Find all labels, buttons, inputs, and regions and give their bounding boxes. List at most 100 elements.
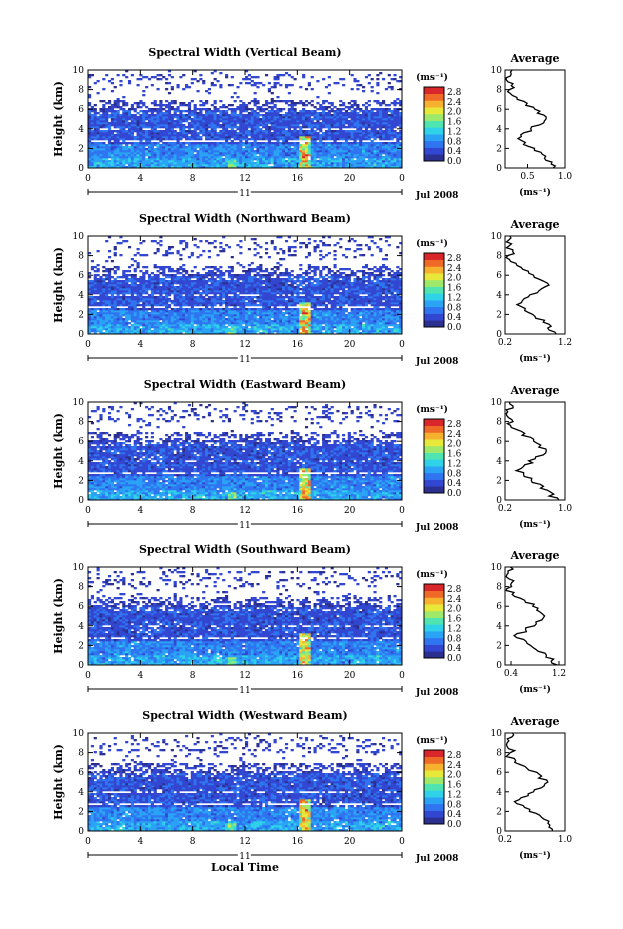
heatmap-cell: [127, 164, 132, 167]
heatmap-cell: [387, 152, 391, 155]
heatmap-cell: [88, 114, 92, 117]
heatmap-cell: [384, 322, 389, 325]
heatmap-cell: [202, 156, 206, 159]
heatmap-cell: [173, 136, 177, 139]
heatmap-cell: [230, 118, 234, 121]
heatmap-cell: [165, 330, 169, 333]
heatmap-cell: [127, 112, 132, 115]
heatmap-cell: [245, 158, 249, 161]
heatmap-cell: [233, 162, 237, 165]
heatmap-cell: [304, 330, 309, 333]
heatmap-cell: [367, 318, 371, 321]
heatmap-cell: [159, 112, 163, 115]
heatmap-cell: [202, 318, 206, 321]
heatmap-cell: [156, 108, 160, 111]
heatmap-cell: [205, 124, 209, 127]
heatmap-cell: [156, 78, 160, 81]
heatmap-cell: [359, 320, 363, 323]
heatmap-cell: [347, 146, 351, 149]
heatmap-cell: [167, 102, 172, 105]
heatmap-cell: [330, 110, 334, 113]
panel-1: Spectral Width (Northward Beam)Height (k…: [52, 212, 572, 368]
average-y-tick-label: 8: [496, 86, 502, 96]
heatmap-cell: [259, 128, 263, 131]
heatmap-cell: [253, 162, 257, 165]
heatmap-cell: [88, 76, 92, 79]
heatmap-cell: [290, 320, 294, 323]
heatmap-cell: [236, 120, 240, 123]
heatmap-cell: [384, 126, 389, 129]
heatmap-cell: [165, 88, 169, 91]
heatmap-cell: [102, 166, 106, 169]
heatmap-cell: [170, 148, 174, 151]
heatmap-cell: [302, 126, 306, 129]
heatmap-cell: [256, 132, 260, 135]
heatmap-cell: [342, 318, 346, 321]
heatmap-cell: [262, 138, 266, 141]
heatmap-cell: [116, 122, 120, 125]
heatmap-cell: [342, 308, 346, 311]
heatmap-cell: [179, 328, 183, 331]
heatmap-cell: [253, 144, 257, 147]
heatmap-cell: [153, 314, 157, 317]
heatmap-cell: [393, 102, 397, 105]
heatmap-cell: [396, 112, 400, 115]
heatmap-cell: [373, 142, 377, 145]
heatmap-cell: [116, 312, 120, 315]
heatmap-cell: [347, 314, 351, 317]
heatmap-cell: [105, 116, 109, 119]
heatmap-cell: [147, 142, 152, 145]
heatmap-cell: [216, 330, 220, 333]
heatmap-cell: [356, 144, 360, 147]
heatmap-cell: [170, 128, 174, 131]
heatmap-cell: [187, 86, 192, 89]
heatmap-cell: [225, 158, 229, 161]
heatmap-cell: [344, 140, 349, 143]
heatmap-cell: [264, 326, 269, 329]
heatmap-cell: [199, 150, 203, 153]
heatmap-cell: [256, 326, 260, 329]
heatmap-cell: [213, 100, 217, 103]
heatmap-cell: [165, 312, 169, 315]
heatmap-cell: [284, 132, 289, 135]
heatmap-cell: [207, 118, 212, 121]
heatmap-cell: [159, 318, 163, 321]
heatmap-cell: [147, 144, 152, 147]
heatmap-cell: [150, 312, 154, 315]
heatmap-cell: [225, 156, 229, 159]
heatmap-cell: [222, 130, 226, 133]
heatmap-cell: [165, 142, 169, 145]
heatmap-cell: [196, 322, 200, 325]
heatmap-cell: [233, 310, 237, 313]
heatmap-cell: [379, 146, 383, 149]
heatmap-cell: [187, 122, 192, 125]
heatmap-cell: [339, 318, 343, 321]
heatmap-cell: [284, 162, 289, 165]
heatmap-cell: [330, 330, 334, 333]
heatmap-cell: [276, 324, 280, 327]
heatmap-cell: [199, 308, 203, 311]
heatmap-cell: [150, 84, 154, 87]
heatmap-cell: [230, 76, 234, 79]
heatmap-cell: [247, 316, 251, 319]
heatmap-cell: [205, 102, 209, 105]
heatmap-cell: [344, 308, 349, 311]
heatmap-cell: [93, 312, 97, 315]
heatmap-cell: [139, 310, 143, 313]
heatmap-cell: [287, 124, 291, 127]
heatmap-cell: [122, 318, 126, 321]
heatmap-cell: [233, 332, 237, 335]
heatmap-cell: [156, 74, 160, 77]
heatmap-cell: [102, 324, 106, 327]
heatmap-cell: [270, 126, 274, 129]
heatmap-cell: [319, 332, 323, 335]
heatmap-cell: [165, 130, 169, 133]
heatmap-cell: [210, 324, 214, 327]
heatmap-cell: [384, 306, 389, 309]
heatmap-cell: [359, 84, 363, 87]
heatmap-cell: [127, 154, 132, 157]
heatmap-cell: [219, 330, 223, 333]
heatmap-cell: [139, 314, 143, 317]
heatmap-cell: [384, 116, 389, 119]
heatmap-cell: [99, 110, 103, 113]
